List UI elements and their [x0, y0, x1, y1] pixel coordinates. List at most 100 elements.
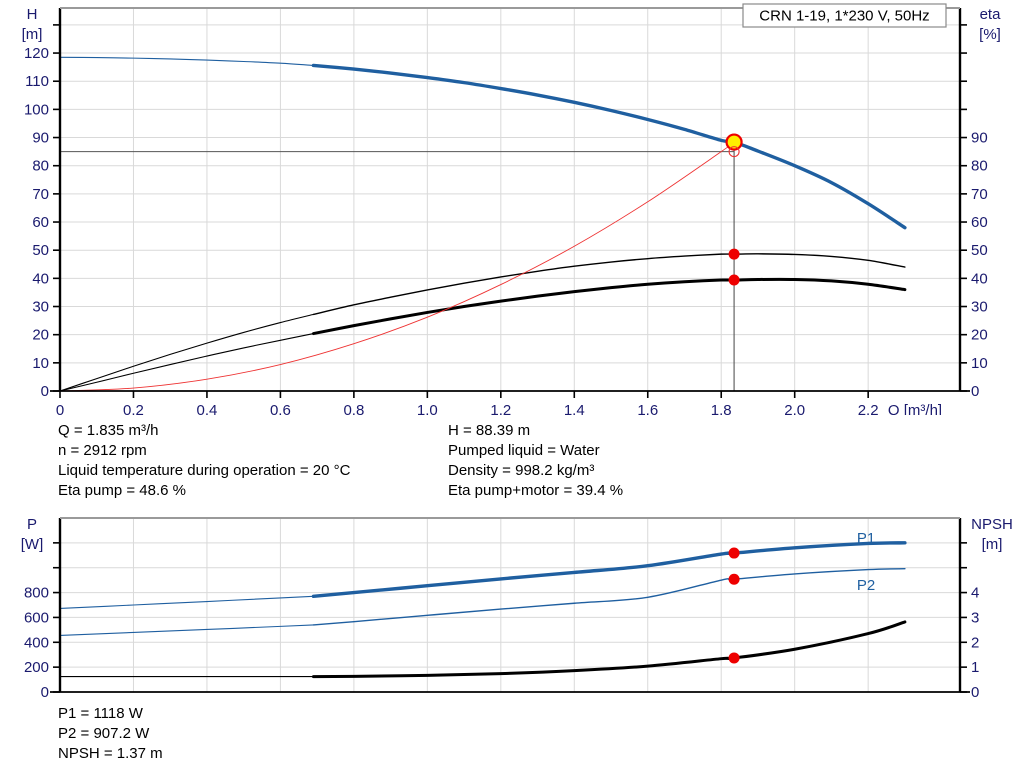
- duty-point-npsh[interactable]: [728, 652, 740, 664]
- marker-layer: [728, 547, 740, 664]
- x-axis-tick-label: 0.6: [270, 402, 291, 415]
- x-axis-tick-label: 0.8: [343, 402, 364, 415]
- x-axis-tick-label: 1.8: [711, 402, 732, 415]
- left-axis-name: P: [27, 516, 37, 533]
- x-axis-tick-label: 2.0: [784, 402, 805, 415]
- power-info-line-1: P2 = 907.2 W: [58, 725, 150, 742]
- right-axis-tick-label: 70: [971, 186, 988, 203]
- duty-info-right-line-0: H = 88.39 m: [448, 422, 531, 439]
- left-axis-tick-label: 100: [24, 101, 49, 118]
- left-axis-unit: [W]: [21, 536, 44, 553]
- left-axis-tick-label: 30: [32, 299, 49, 316]
- x-axis-tick-label: 1.6: [637, 402, 658, 415]
- curve-tag-p2: P2: [857, 577, 875, 594]
- x-axis-tick-label: 0.2: [123, 402, 144, 415]
- duty-info-right-line-1: Pumped liquid = Water: [448, 442, 600, 459]
- left-axis-tick-label: 0: [41, 383, 49, 400]
- curve-eta-pump-motor-preliminary: [59, 333, 315, 392]
- left-axis-tick-label: 110: [25, 73, 49, 90]
- left-axis-tick-label: 80: [32, 158, 49, 175]
- curve-eta-pump: [312, 253, 906, 316]
- x-axis-tick-label: 0: [56, 402, 64, 415]
- curve-layer: [59, 56, 907, 392]
- label-layer: 0 200 400 600 800 0 1 2 3 4 P [W] NPSH [m] P1 P2: [21, 516, 1013, 700]
- right-axis-tick-label: 50: [971, 242, 988, 259]
- label-layer: 0 10 20 30 40 50 60 70 80 90 100 110 120 0 10 20 30 40 50 6…: [22, 3, 1002, 415]
- duty-point-p1[interactable]: [728, 547, 740, 559]
- x-axis-tick-label: 0.4: [197, 402, 218, 415]
- axis-layer: [50, 517, 970, 693]
- left-axis-tick-label: 70: [32, 186, 49, 203]
- left-axis-tick-label: 20: [32, 327, 49, 344]
- plot-background: [60, 8, 960, 391]
- left-axis-tick-label: 200: [24, 659, 49, 676]
- title-box-label: CRN 1-19, 1*230 V, 50Hz: [759, 8, 929, 25]
- right-axis-tick-label: 90: [971, 130, 988, 147]
- right-axis-name: NPSH: [971, 516, 1013, 533]
- curve-p1-preliminary: [59, 595, 315, 610]
- curve-layer: [59, 541, 907, 679]
- curve-tag-p1: P1: [857, 530, 875, 547]
- left-axis-tick-label: 0: [41, 684, 49, 700]
- curve-p2: [312, 568, 906, 626]
- power-info-line-0: P1 = 1118 W: [58, 705, 143, 722]
- left-axis-tick-label: 40: [32, 270, 49, 287]
- right-axis-tick-label: 10: [971, 355, 988, 372]
- power-info: P1 = 1118 W P2 = 907.2 W NPSH = 1.37 m: [58, 704, 163, 764]
- duty-info-left-line-0: Q = 1.835 m³/h: [58, 422, 159, 439]
- duty-info-right-line-2: Density = 998.2 kg/m³: [448, 462, 595, 479]
- power-npsh-chart: 0 200 400 600 800 0 1 2 3 4 P [W] NPSH [m] P1 P2: [21, 516, 1013, 700]
- left-axis-name: H: [27, 6, 38, 23]
- right-axis-tick-label: 40: [971, 270, 988, 287]
- duty-point-eta-pump-motor[interactable]: [728, 274, 740, 286]
- right-axis-tick-label: 80: [971, 158, 988, 175]
- x-axis-tick-label: 1.2: [490, 402, 511, 415]
- duty-info-left: Q = 1.835 m³/h n = 2912 rpm Liquid tempera…: [58, 421, 350, 501]
- curve-p2-preliminary: [59, 624, 315, 636]
- duty-info-left-line-2: Liquid temperature during operation = 20…: [58, 462, 351, 479]
- curve-npsh: [311, 620, 907, 679]
- right-axis-tick-label: 2: [971, 634, 979, 651]
- left-axis-tick-label: 90: [32, 130, 49, 147]
- title-box: [742, 3, 947, 28]
- right-axis-unit: [m]: [982, 536, 1003, 553]
- duty-info-right: H = 88.39 m Pumped liquid = Water Density …: [448, 421, 623, 501]
- grid-lines: [60, 8, 960, 391]
- x-axis-tick-label: 1.4: [564, 402, 585, 415]
- right-axis-tick-label: 1: [971, 659, 979, 676]
- plot-background: [60, 518, 960, 692]
- duty-point-eta-pump[interactable]: [728, 248, 740, 260]
- duty-point-head[interactable]: [725, 133, 743, 151]
- curve-system-curve: [59, 141, 735, 392]
- x-axis-tick-label: 2.2: [858, 402, 879, 415]
- left-axis-tick-label: 400: [24, 634, 49, 651]
- system-curve-point: [728, 146, 740, 158]
- marker-layer: [725, 133, 743, 286]
- head-efficiency-chart: 0 10 20 30 40 50 60 70 80 90 100 110 120 0 10 20 30 40 50 6…: [22, 3, 1002, 415]
- left-axis-tick-label: 10: [32, 355, 49, 372]
- curve-p1: [311, 541, 907, 598]
- curve-h-head-: [311, 63, 907, 230]
- duty-point-p2[interactable]: [728, 573, 740, 585]
- x-axis-title: Q [m³/h]: [888, 402, 942, 415]
- left-axis-tick-label: 50: [32, 242, 49, 259]
- right-axis-tick-label: 4: [971, 585, 979, 602]
- left-axis-tick-label: 800: [24, 585, 49, 602]
- right-axis-tick-label: 0: [971, 383, 979, 400]
- left-axis-tick-label: 120: [24, 45, 49, 62]
- left-axis-tick-label: 600: [24, 609, 49, 626]
- right-axis-tick-label: 30: [971, 299, 988, 316]
- curve-eta-pump-preliminary: [59, 313, 315, 392]
- right-axis-name: eta: [980, 6, 1002, 23]
- curve-h-head--preliminary: [59, 56, 315, 66]
- curve-eta-pump-motor: [311, 277, 907, 336]
- grid-lines: [60, 518, 960, 692]
- x-axis-tick-label: 1.0: [417, 402, 438, 415]
- power-info-line-2: NPSH = 1.37 m: [58, 745, 163, 762]
- right-axis-unit: [%]: [979, 26, 1001, 43]
- right-axis-tick-label: 3: [971, 609, 979, 626]
- duty-info-left-line-3: Eta pump = 48.6 %: [58, 482, 186, 499]
- right-axis-tick-label: 0: [971, 684, 979, 700]
- left-axis-tick-label: 60: [32, 214, 49, 231]
